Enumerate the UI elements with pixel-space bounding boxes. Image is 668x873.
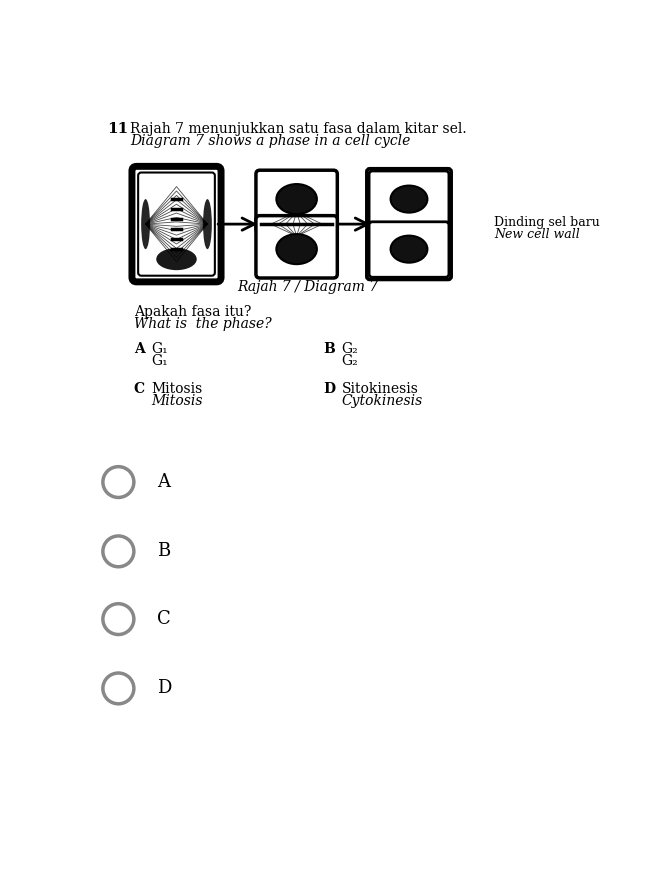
Text: G₁: G₁ [152,342,168,356]
Text: Mitosis: Mitosis [152,395,203,409]
Text: Mitosis: Mitosis [152,382,203,396]
Text: Cytokinesis: Cytokinesis [341,395,423,409]
FancyBboxPatch shape [367,168,452,279]
Ellipse shape [277,184,317,214]
Text: Sitokinesis: Sitokinesis [341,382,418,396]
Ellipse shape [277,234,317,265]
Ellipse shape [391,236,428,263]
Text: Rajah 7 menunjukkan satu fasa dalam kitar sel.: Rajah 7 menunjukkan satu fasa dalam kita… [130,121,467,135]
Text: C: C [157,610,171,628]
FancyBboxPatch shape [369,171,449,226]
FancyBboxPatch shape [138,173,215,276]
Ellipse shape [203,199,212,249]
Text: A: A [134,342,145,356]
Text: 11: 11 [107,121,128,135]
Circle shape [103,536,134,567]
FancyBboxPatch shape [256,216,337,278]
FancyBboxPatch shape [369,222,449,278]
Text: A: A [157,473,170,491]
FancyBboxPatch shape [256,170,337,232]
Text: G₂: G₂ [341,342,358,356]
Circle shape [103,604,134,635]
Text: B: B [157,542,170,560]
Ellipse shape [156,248,197,270]
Text: New cell wall: New cell wall [494,228,580,241]
Text: Dinding sel baru: Dinding sel baru [494,217,600,230]
Text: B: B [324,342,335,356]
Ellipse shape [391,186,428,213]
Text: Diagram 7 shows a phase in a cell cycle: Diagram 7 shows a phase in a cell cycle [130,134,410,148]
Text: G₂: G₂ [341,354,358,368]
Text: C: C [134,382,145,396]
Text: Apakah fasa itu?: Apakah fasa itu? [134,305,251,319]
Text: G₁: G₁ [152,354,168,368]
Text: D: D [157,679,172,698]
Ellipse shape [141,199,150,249]
Text: What is  the phase?: What is the phase? [134,317,272,331]
Text: D: D [324,382,336,396]
Text: Rajah 7 / Diagram 7: Rajah 7 / Diagram 7 [238,280,379,294]
FancyBboxPatch shape [132,167,221,282]
Circle shape [103,673,134,704]
Circle shape [103,467,134,498]
